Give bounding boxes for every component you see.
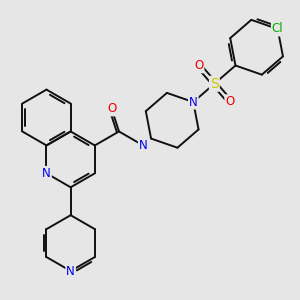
Text: O: O — [194, 59, 203, 72]
Text: S: S — [210, 77, 219, 91]
Text: N: N — [139, 139, 148, 152]
Text: N: N — [189, 95, 198, 109]
Text: O: O — [107, 102, 116, 116]
Text: Cl: Cl — [272, 22, 284, 35]
Text: N: N — [66, 265, 75, 278]
Text: O: O — [225, 95, 235, 108]
Text: N: N — [42, 167, 51, 180]
